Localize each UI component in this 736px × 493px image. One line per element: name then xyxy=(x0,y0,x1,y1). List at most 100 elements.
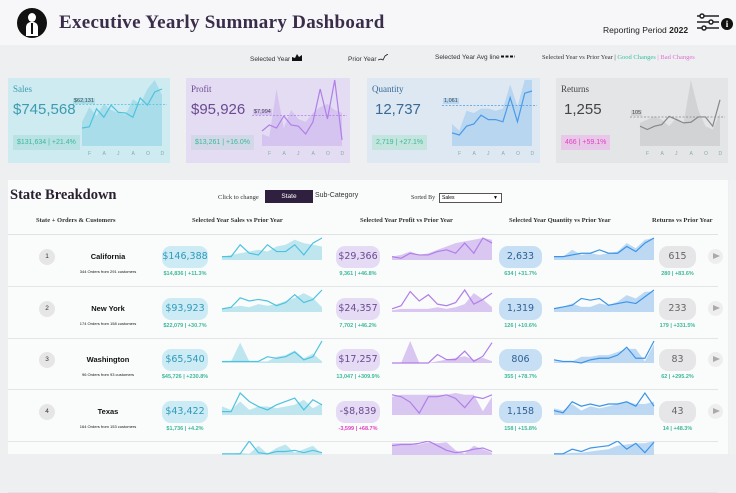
kpi-avg-label: 105 xyxy=(631,109,643,116)
chevron-down-icon: ▼ xyxy=(493,195,498,201)
qty-selected-area xyxy=(554,344,654,363)
table-row[interactable]: 2 New York 174 Orders from 158 customers $9… xyxy=(8,287,723,339)
sales-prior-line xyxy=(222,340,323,363)
kpi-month-label: O xyxy=(326,151,330,157)
profit-prior-line xyxy=(392,342,493,364)
profit-selected-area xyxy=(392,292,492,312)
kpi-sales-selected-area xyxy=(82,80,162,146)
sales-change: $14,836 | +11.3% xyxy=(163,271,207,277)
kpi-card-sales: $62,131 Sales $745,568 $131,634 | +21.4% F A J… xyxy=(8,78,170,163)
play-icon[interactable] xyxy=(708,403,723,419)
sales-change: $22,079 | +30.7% xyxy=(163,322,207,329)
state-name: New York xyxy=(91,303,125,313)
legend-sep: | xyxy=(657,54,659,61)
page-title: Executive Yearly Summary Dashboard xyxy=(59,12,385,33)
kpi-month-label: O xyxy=(146,151,150,157)
sales-selected-area xyxy=(222,292,322,312)
kpi-change: $131,634 | +21.4% xyxy=(13,135,80,150)
sales-selected-area xyxy=(222,342,322,363)
state-name: Washington xyxy=(86,355,130,364)
sales-prior-line xyxy=(222,237,323,258)
kpi-month-label: D xyxy=(530,151,535,157)
qty-prior-line xyxy=(553,391,655,413)
orders-customers: 164 Orders from 153 customers xyxy=(79,423,137,429)
header-divider xyxy=(8,234,718,235)
qty-prior-line xyxy=(554,441,655,455)
profit-value-pill: $17,257 xyxy=(336,349,380,371)
col-header-profit: Selected Year Profit vs Prior Year xyxy=(360,217,453,224)
kpi-change: $13,261 | +16.0% xyxy=(191,135,254,150)
kpi-month-label: D xyxy=(160,151,165,157)
kpi-month-label: A xyxy=(102,151,106,157)
click-to-change-label: Click to change xyxy=(218,194,259,201)
sales-value-pill: $43,422 xyxy=(162,400,208,423)
legend-prior-year-label: Prior Year xyxy=(348,56,377,63)
row-sparklines xyxy=(222,391,655,415)
kpi-month-label: F xyxy=(646,151,650,157)
sales-value-pill: $93,923 xyxy=(162,297,208,320)
profit-value-pill: $29,366 xyxy=(336,246,380,268)
table-row[interactable]: 1 California 344 Orders from 291 customers… xyxy=(8,235,723,287)
line-icon xyxy=(378,53,389,61)
table-row[interactable]: 4 Texas 164 Orders from 153 customers $43,4… xyxy=(8,390,723,442)
scrollbar[interactable] xyxy=(729,180,736,454)
kpi-profit-prior-line xyxy=(261,79,343,141)
play-icon[interactable] xyxy=(708,352,723,367)
profit-selected-area xyxy=(392,341,492,363)
sales-value-pill: $146,388 xyxy=(162,246,208,268)
subcategory-toggle-button[interactable]: Sub-Category xyxy=(315,192,359,199)
ret-change: 62 | +295.2% xyxy=(661,374,694,380)
orders-customers: 174 Orders from 158 customers xyxy=(79,320,137,326)
sales-selected-area xyxy=(222,444,322,455)
play-icon[interactable] xyxy=(708,300,723,316)
state-name: California xyxy=(90,252,126,261)
qty-selected-area xyxy=(554,441,654,455)
kpi-sparkline-returns xyxy=(630,80,725,146)
state-name: Texas xyxy=(97,406,119,416)
sliders-icon[interactable] xyxy=(696,12,720,32)
kpi-profit-selected-area xyxy=(262,89,342,146)
kpi-value: $95,926 xyxy=(191,101,246,118)
table-row[interactable] xyxy=(8,441,718,493)
state-toggle-button[interactable]: State xyxy=(265,190,313,203)
ret-value-pill: 615 xyxy=(659,246,696,268)
legend-compare-label: Selected Year vs Prior Year | xyxy=(542,54,616,61)
kpi-avg-label: $62,131 xyxy=(73,97,95,104)
legend-compare: Selected Year vs Prior Year | Good Chang… xyxy=(542,54,695,61)
qty-value-pill: 1,319 xyxy=(499,297,542,320)
kpi-month-label: A xyxy=(131,151,135,157)
ret-change: 179 | +331.5% xyxy=(659,322,696,329)
legend: Selected Year Prior Year Selected Year A… xyxy=(0,53,736,66)
kpi-label: Returns xyxy=(561,84,589,94)
kpi-sparkline-quantity xyxy=(442,80,537,146)
qty-change: 126 | +10.6% xyxy=(504,322,537,329)
kpi-month-label: J xyxy=(675,151,678,157)
play-icon[interactable] xyxy=(708,249,723,264)
kpi-card-returns: 105 Returns 1,255 466 | +59.1% F A J A O D xyxy=(556,78,728,163)
legend-good: Good Changes xyxy=(617,54,656,61)
state-breakdown-panel: State Breakdown Click to change State Su… xyxy=(8,180,728,493)
qty-change: 158 | +15.8% xyxy=(504,425,537,432)
rank-badge: 3 xyxy=(39,352,55,368)
kpi-value: 12,737 xyxy=(375,101,421,118)
kpi-returns-selected-area xyxy=(640,80,720,146)
qty-selected-area xyxy=(554,401,654,415)
info-icon[interactable]: i xyxy=(721,18,733,30)
rank-badge: 2 xyxy=(39,300,55,317)
reporting-year: 2022 xyxy=(669,25,689,35)
col-header-state: State + Orders & Customers xyxy=(36,217,116,224)
table-row[interactable]: 3 Washington 96 Orders from 93 customers $6… xyxy=(8,338,723,390)
kpi-value: 1,255 xyxy=(564,101,602,118)
sort-select[interactable]: Sales ▼ xyxy=(439,193,502,203)
profit-change: 7,702 | +46.2% xyxy=(339,322,377,329)
col-header-sales: Selected Year Sales vs Prior Year xyxy=(192,217,283,224)
profit-value-pill: $24,357 xyxy=(336,297,380,320)
ret-change: 280 | +83.6% xyxy=(661,271,694,277)
kpi-avg-label: $7,994 xyxy=(253,108,272,115)
legend-avg-line: Selected Year Avg line xyxy=(435,54,516,61)
kpi-value: $745,568 xyxy=(13,101,76,118)
sales-change: $1,736 | +4.2% xyxy=(166,425,204,432)
kpi-month-label: A xyxy=(689,151,693,157)
dashed-line-icon xyxy=(501,55,516,58)
sort-value: Sales xyxy=(442,195,455,201)
